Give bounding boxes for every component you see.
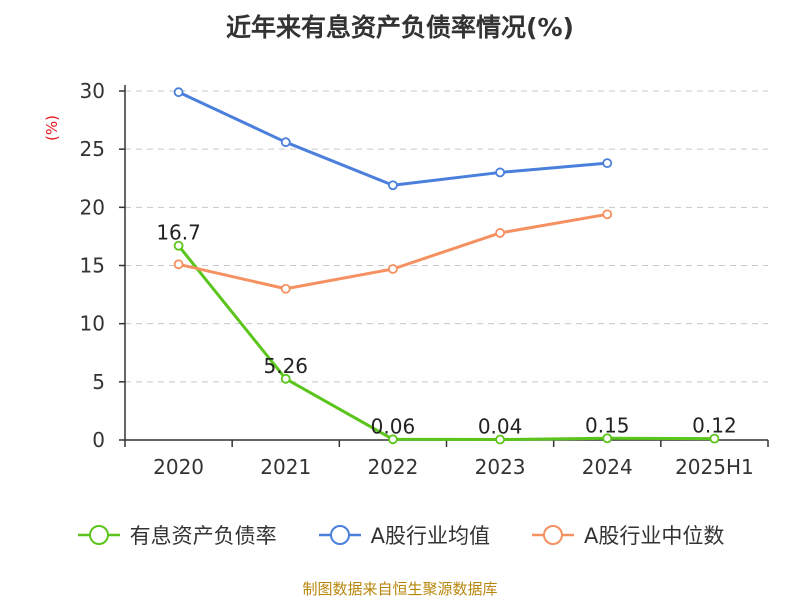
- legend-marker-icon: [318, 525, 361, 545]
- data-point: [709, 433, 720, 444]
- data-label: 5.26: [263, 354, 308, 378]
- x-tick-label: 2020: [153, 455, 204, 479]
- data-label: 16.7: [156, 221, 201, 245]
- legend-label: A股行业均值: [370, 524, 490, 548]
- data-point: [495, 167, 505, 178]
- data-point: [280, 373, 291, 384]
- y-tick-label: 30: [80, 79, 105, 103]
- chart-legend: 有息资产负债率 A股行业均值 A股行业中位数: [0, 520, 800, 550]
- y-tick-label: 20: [80, 195, 105, 219]
- y-tick-label: 10: [80, 312, 105, 336]
- data-point: [602, 158, 613, 169]
- legend-item[interactable]: 有息资产负债率: [76, 520, 277, 550]
- data-label: 0.06: [371, 414, 416, 438]
- chart-title: 近年来有息资产负债率情况(%): [226, 13, 574, 42]
- data-point: [173, 87, 184, 98]
- data-label: 0.04: [478, 415, 523, 439]
- x-tick-label: 2023: [475, 455, 526, 479]
- data-point: [495, 434, 505, 445]
- x-tick-label: 2022: [367, 455, 418, 479]
- y-tick-label: 15: [80, 254, 105, 278]
- data-point: [173, 259, 184, 270]
- data-label: 0.15: [585, 413, 630, 437]
- data-label: 0.12: [692, 414, 737, 438]
- y-tick-label: 5: [92, 370, 105, 394]
- legend-label: A股行业中位数: [584, 524, 725, 548]
- data-point: [495, 228, 505, 238]
- data-point: [280, 283, 291, 294]
- legend-item[interactable]: A股行业均值: [317, 520, 490, 550]
- legend-item[interactable]: A股行业中位数: [530, 520, 724, 550]
- legend-marker-icon: [77, 525, 120, 545]
- x-tick-label: 2021: [260, 455, 311, 479]
- data-point: [602, 209, 613, 220]
- series-line: [177, 244, 715, 442]
- series-line: [177, 90, 608, 187]
- series-line: [178, 212, 608, 291]
- legend-label: 有息资产负债率: [129, 524, 277, 548]
- y-tick-label: 25: [80, 137, 105, 161]
- legend-marker-icon: [532, 525, 574, 545]
- data-point: [388, 180, 398, 191]
- data-point: [602, 433, 613, 444]
- data-point: [173, 240, 184, 251]
- x-tick-label: 2024: [582, 455, 633, 479]
- data-point: [388, 434, 398, 445]
- x-tick-label: 2025H1: [675, 455, 754, 479]
- y-tick-label: 0: [92, 428, 105, 452]
- data-point: [388, 264, 398, 274]
- data-point: [280, 137, 291, 148]
- data-source-note: 制图数据来自恒生聚源数据库: [302, 580, 498, 598]
